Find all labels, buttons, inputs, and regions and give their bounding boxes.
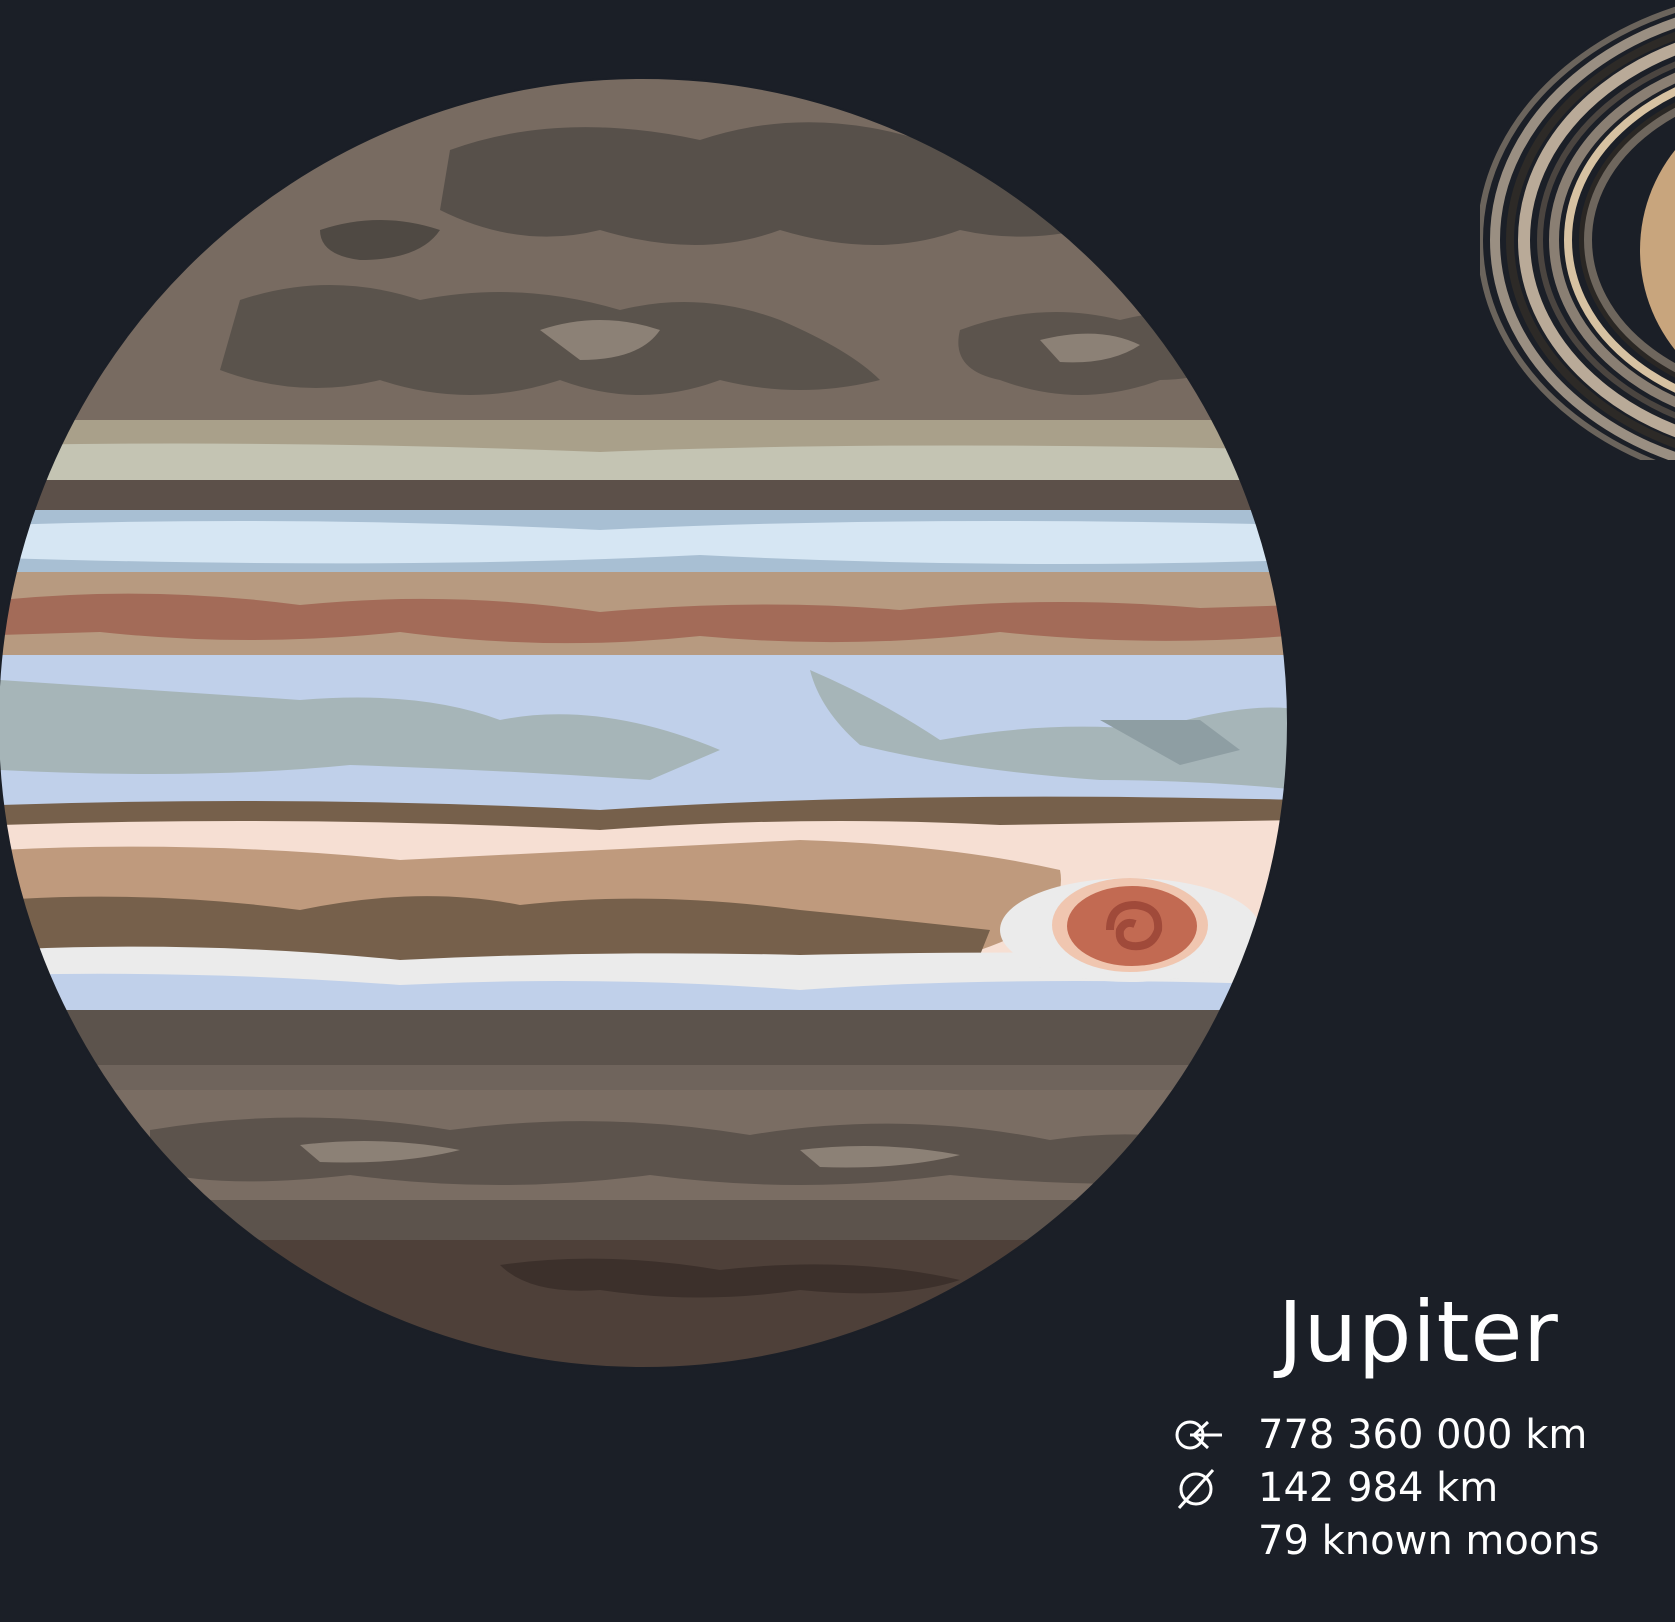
planet-name: Jupiter [1278,1283,1559,1381]
stat-row-diameter: 142 984 km [1174,1463,1498,1513]
diameter-value: 142 984 km [1258,1465,1499,1511]
distance-value: 778 360 000 km [1258,1412,1588,1458]
great-red-spot [1000,878,1260,982]
stat-row-distance: 778 360 000 km [1174,1410,1587,1460]
diameter-icon [1177,1468,1215,1510]
stat-row-moons: 79 known moons [1174,1516,1599,1566]
moons-value: 79 known moons [1258,1518,1600,1564]
orbit-distance-icon [1175,1420,1222,1450]
saturn-partial [1480,6,1675,460]
